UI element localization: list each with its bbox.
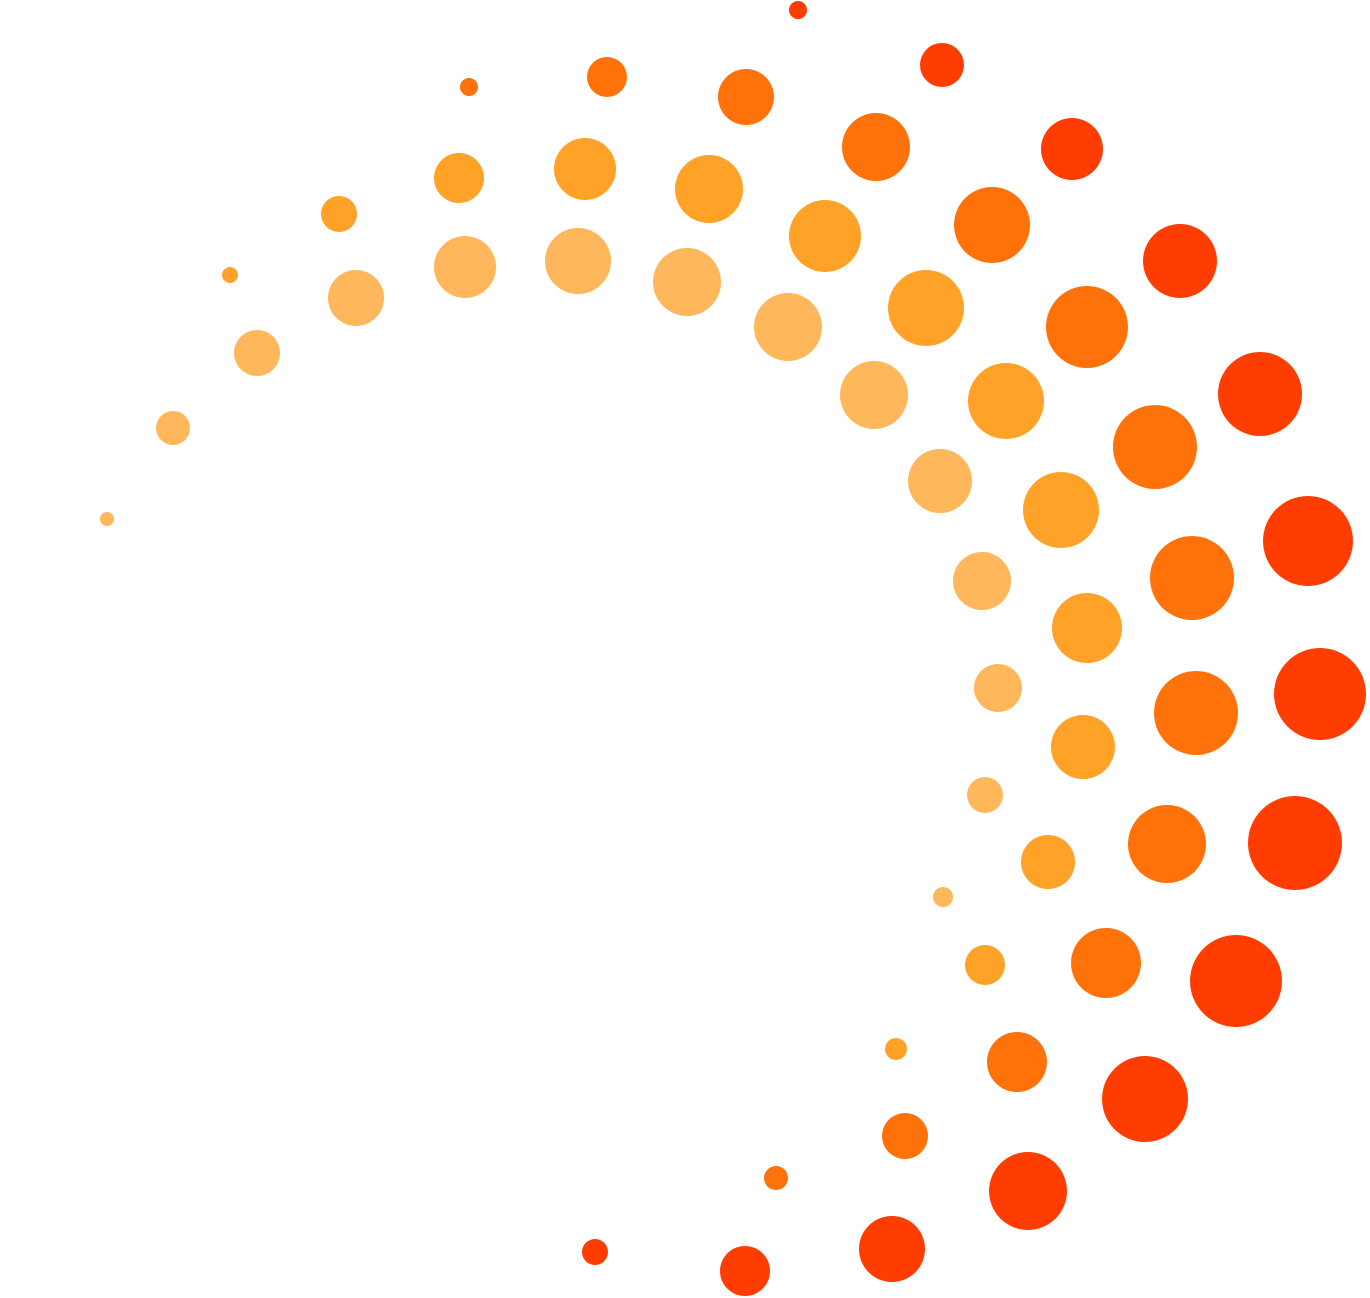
logo-dot (882, 1113, 928, 1159)
logo-dot (1248, 796, 1342, 890)
logo-dot (908, 449, 972, 513)
dot-ring-red (582, 1, 1366, 1296)
logo-dot (789, 1, 807, 19)
logo-dot (1113, 405, 1197, 489)
logo-dot (968, 363, 1044, 439)
logo-dot (933, 887, 953, 907)
logo-dot (954, 187, 1030, 263)
dot-ring-amber (222, 138, 1122, 1060)
logo-dot (675, 155, 743, 223)
logo-dot (653, 248, 721, 316)
logo-dot (460, 78, 478, 96)
logo-dot (328, 270, 384, 326)
logo-dot (582, 1239, 608, 1265)
logo-dot (974, 664, 1022, 712)
logo-dot (1263, 496, 1353, 586)
logo-dot (1154, 671, 1238, 755)
logo-dot (1023, 472, 1099, 548)
logo-dot (920, 43, 964, 87)
logo-dot (554, 138, 616, 200)
logo-dot (1021, 835, 1075, 889)
logo-dot (885, 1038, 907, 1060)
logo-dot (888, 270, 964, 346)
logo-dot (434, 153, 484, 203)
logo-dot (1274, 648, 1366, 740)
logo-dot (1218, 352, 1302, 436)
logo-dot (156, 411, 190, 445)
logo-dot (434, 236, 496, 298)
logo-dot (859, 1216, 925, 1282)
logo-dot (1052, 593, 1122, 663)
logo-dot (1041, 118, 1103, 180)
logo-dot (321, 196, 357, 232)
logo-dot (1190, 935, 1282, 1027)
logo-dot (222, 267, 238, 283)
logo-dot (965, 945, 1005, 985)
logo-dot (100, 512, 114, 526)
logo-dot (1051, 715, 1115, 779)
logo-dot (967, 777, 1003, 813)
logo-dot (987, 1032, 1047, 1092)
dot-ring-orange (460, 57, 1238, 1190)
logo-dot (1150, 536, 1234, 620)
logo-dot (234, 330, 280, 376)
logo-dot (1102, 1056, 1188, 1142)
dot-ring-light (100, 228, 1022, 907)
logo-dot (1071, 928, 1141, 998)
logo-dot (1046, 286, 1128, 368)
logo-dot (720, 1246, 770, 1296)
logo-dot (842, 113, 910, 181)
logo-dot (1143, 224, 1217, 298)
logo-dot (989, 1152, 1067, 1230)
logo-dot (1128, 805, 1206, 883)
logo-dot (789, 200, 861, 272)
logo-dot (587, 57, 627, 97)
logo-dot (764, 1166, 788, 1190)
logo-dot (840, 361, 908, 429)
logo-dot (953, 552, 1011, 610)
logo-dot (545, 228, 611, 294)
logo-dot (718, 69, 774, 125)
logo-dot (754, 293, 822, 361)
